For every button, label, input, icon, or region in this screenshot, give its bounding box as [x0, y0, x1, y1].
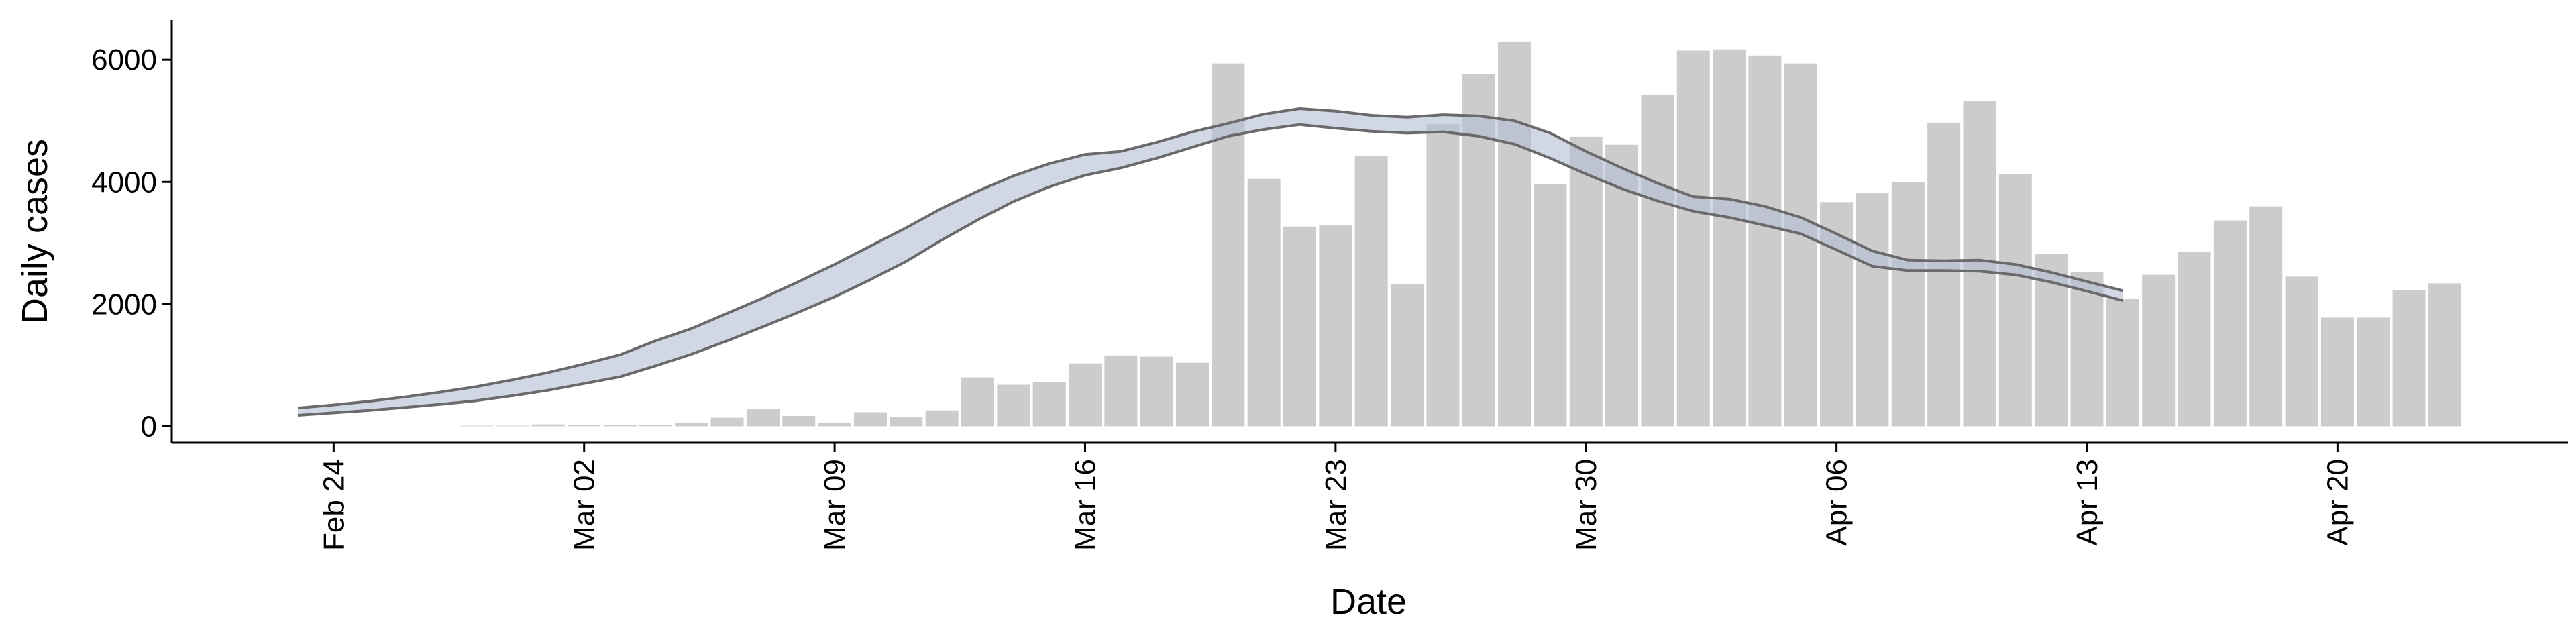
bar	[496, 425, 529, 427]
bar	[639, 425, 672, 427]
bar	[1641, 95, 1674, 427]
bar	[853, 412, 887, 427]
bar	[746, 409, 780, 427]
bar	[2142, 274, 2176, 427]
bar	[1748, 55, 1782, 427]
bar	[1498, 41, 1532, 427]
bar	[1891, 182, 1925, 427]
bar	[603, 425, 637, 427]
x-tick-label: Mar 02	[568, 459, 601, 551]
bar	[1856, 193, 1889, 427]
bar	[1283, 226, 1317, 427]
x-tick-label: Apr 20	[2321, 459, 2354, 546]
x-tick-label: Mar 16	[1069, 459, 1102, 551]
bar	[1032, 382, 1066, 427]
bar	[1319, 224, 1352, 427]
bar	[1676, 50, 1710, 427]
bar	[2106, 299, 2139, 427]
bar	[1713, 49, 1746, 427]
y-tick-label: 4000	[91, 166, 157, 199]
bar	[568, 425, 601, 427]
x-tick-label: Feb 24	[317, 459, 350, 551]
bar	[1569, 136, 1603, 427]
bar	[1784, 63, 1817, 427]
y-axis-title: Daily cases	[15, 139, 55, 324]
bar	[1391, 284, 1424, 427]
y-tick-label: 6000	[91, 44, 157, 76]
x-tick-label: Apr 13	[2071, 459, 2104, 546]
x-tick-label: Mar 23	[1320, 459, 1352, 551]
bar	[2249, 206, 2283, 427]
bar	[1426, 123, 1460, 427]
bar	[961, 377, 994, 427]
bar	[997, 384, 1030, 427]
bar	[2428, 283, 2461, 427]
line	[297, 107, 2123, 410]
bar	[1534, 184, 1567, 427]
x-tick-label: Mar 09	[818, 459, 851, 551]
bar	[710, 417, 744, 427]
bar	[460, 425, 494, 427]
y-tick-label: 2000	[91, 288, 157, 321]
lines	[297, 107, 2123, 417]
bar	[2392, 290, 2426, 427]
y-tick-label: 0	[141, 410, 157, 443]
bar	[890, 417, 923, 427]
x-tick-label: Mar 30	[1570, 459, 1603, 551]
line	[297, 123, 2123, 417]
bar	[1998, 174, 2032, 427]
bar	[1104, 355, 1138, 427]
bar	[1927, 122, 1961, 427]
bar	[1068, 363, 1102, 427]
bar	[1354, 156, 1388, 427]
bars	[460, 41, 2461, 427]
bar	[2178, 252, 2211, 427]
bar	[782, 415, 816, 427]
bar	[2213, 220, 2247, 427]
bar	[1247, 178, 1281, 427]
bar	[1140, 356, 1173, 427]
bar	[675, 422, 708, 427]
bar	[2320, 317, 2354, 427]
bar	[925, 410, 959, 427]
bar	[2070, 272, 2104, 427]
bar	[818, 422, 851, 427]
x-axis-title: Date	[1330, 582, 1407, 622]
bar	[1212, 63, 1245, 427]
bar	[1176, 362, 1209, 427]
bar	[531, 424, 565, 427]
bar	[2285, 276, 2318, 427]
bar	[2357, 317, 2390, 427]
x-tick-label: Apr 06	[1821, 459, 1854, 546]
